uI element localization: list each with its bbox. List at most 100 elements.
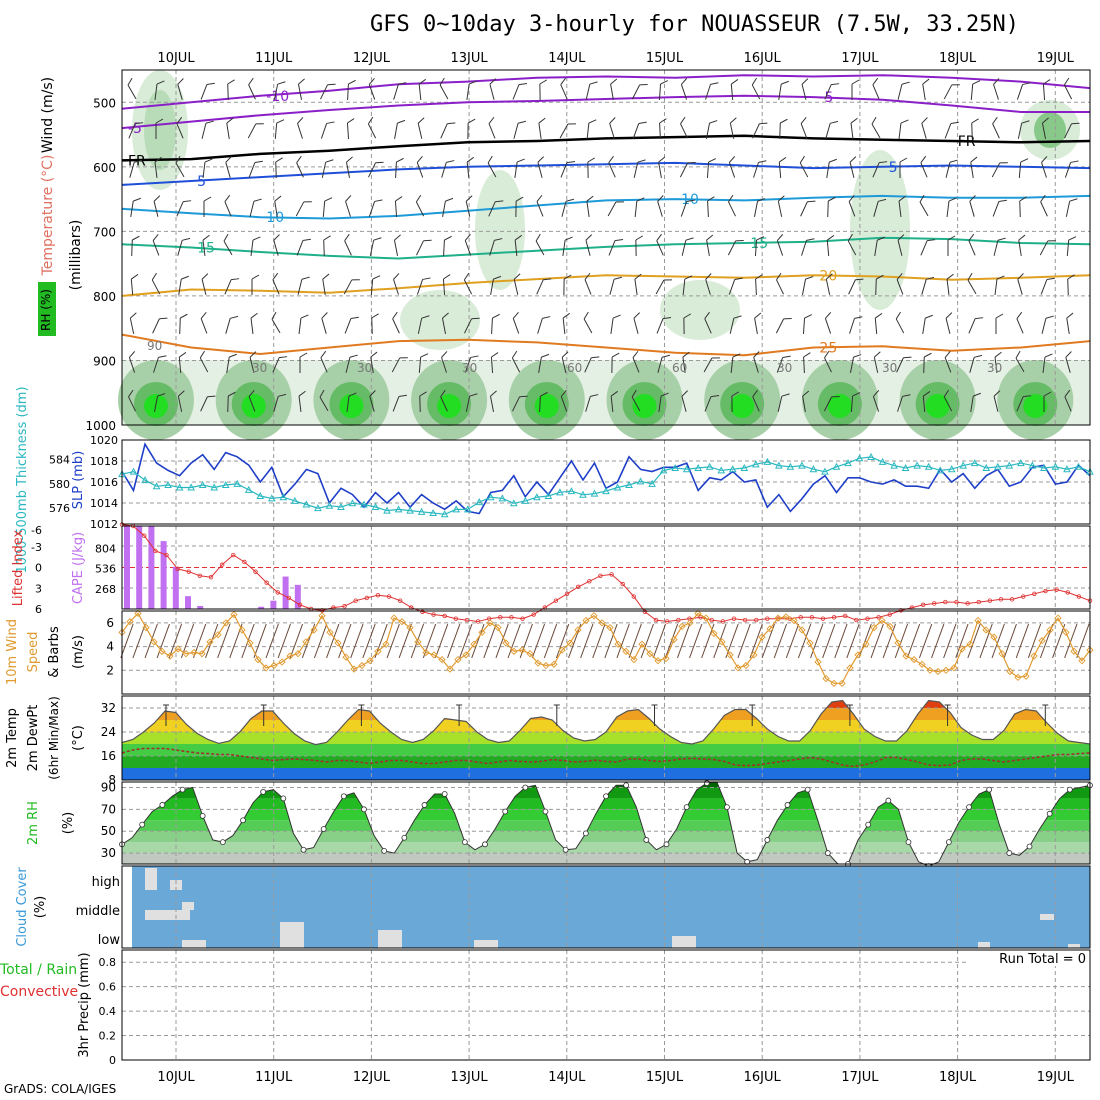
cloud-bar — [474, 940, 498, 948]
wind-speed-point — [350, 665, 358, 673]
wind-speed-point — [606, 623, 614, 632]
cloud-cover-panel: high middle low Cloud Cover (%) — [15, 866, 1090, 948]
wind-barb — [752, 122, 768, 139]
thickness-tick-label: 584 — [49, 453, 70, 466]
date-label-bottom: 14JUL — [548, 1070, 586, 1085]
wind-speed-point — [958, 645, 966, 653]
run-total-label: Run Total = 0 — [999, 952, 1086, 967]
wind-barb — [680, 78, 688, 100]
wind-speed-point — [782, 613, 790, 621]
rh-point — [703, 780, 710, 786]
wind-speed-point — [1006, 667, 1014, 676]
li-point — [275, 590, 280, 595]
thickness-point — [924, 462, 933, 470]
wind-barb — [562, 312, 570, 335]
wind-barb — [705, 82, 719, 100]
cloud-bar — [145, 910, 190, 920]
wind-speed-point — [814, 658, 822, 666]
wind-barb — [442, 274, 451, 296]
rh-point — [986, 786, 993, 793]
wind-barb — [345, 354, 358, 373]
cape-tick-label: 804 — [95, 542, 116, 555]
temp-tick-label: 8 — [108, 773, 116, 787]
wind-barb — [610, 314, 621, 334]
wind10m-barb — [168, 623, 183, 659]
wind-speed-point — [206, 638, 214, 646]
li-point — [1009, 597, 1015, 602]
wind-speed-point — [310, 626, 318, 634]
wind-barb — [224, 194, 232, 217]
wind-barb — [656, 317, 672, 334]
wind-barb — [969, 354, 983, 373]
ylabel-wind10m: Speed — [26, 632, 41, 673]
cape-bar — [160, 541, 167, 609]
wind-barb — [296, 155, 304, 178]
wind-speed-point — [438, 655, 446, 664]
temp-tick-label: 16 — [101, 749, 116, 763]
wind10m-barb — [338, 623, 352, 659]
rh-shading — [850, 150, 910, 310]
thickness-point — [936, 466, 945, 474]
wind-barb — [178, 352, 187, 374]
wind-barb — [1015, 350, 1025, 373]
li-point — [598, 573, 603, 578]
wind-barb — [153, 355, 167, 373]
wind-barb — [320, 350, 328, 373]
wind10m-barb — [519, 623, 533, 659]
wind-barb — [994, 351, 1002, 374]
wind-speed-point — [294, 650, 302, 658]
thickness-point — [671, 463, 679, 471]
date-label-bottom: 18JUL — [939, 1070, 977, 1085]
wind-barb — [777, 393, 790, 412]
temp-band — [122, 744, 1090, 756]
wind-barb — [199, 350, 209, 373]
cloud-bar — [145, 868, 157, 890]
wind-speed-point — [486, 619, 494, 627]
li-point — [987, 598, 993, 603]
li-point — [754, 617, 759, 623]
li-line — [121, 524, 1091, 623]
rh-shading — [1023, 394, 1048, 418]
wind10m-barb — [664, 623, 679, 659]
wind-barb — [1064, 160, 1079, 178]
wind-barb — [823, 395, 840, 412]
thickness-point — [717, 466, 726, 474]
wind-barb — [321, 312, 328, 334]
wind10m-barb — [689, 623, 703, 659]
wind-barb — [273, 81, 286, 100]
wind-barb — [655, 279, 672, 295]
wind-barb — [656, 233, 664, 256]
wind-speed-point — [582, 616, 590, 625]
wind-speed-point — [598, 619, 606, 627]
wind-barb — [561, 198, 574, 217]
wind-barb — [705, 273, 712, 295]
ylabel-wind10m: (m/s) — [71, 635, 86, 669]
rh-shading — [400, 290, 480, 350]
wind10m-barb — [1003, 623, 1017, 659]
wind-barb — [947, 235, 956, 256]
wind-speed-point — [622, 647, 630, 655]
thickness-point — [417, 507, 426, 515]
wind-barb — [392, 394, 407, 412]
wind-barb — [226, 353, 237, 373]
cloud-bar — [170, 880, 182, 890]
wind-barb — [128, 122, 144, 139]
wind-barb — [1064, 389, 1072, 412]
wind-barb — [946, 197, 957, 218]
panel-frame — [121, 610, 1091, 695]
thickness-point — [348, 499, 357, 507]
wind-barb — [899, 157, 908, 178]
rh-contour-label: 30 — [357, 361, 372, 375]
rh-point — [441, 791, 448, 797]
rh-point — [1066, 786, 1073, 793]
wind-barb — [417, 117, 425, 139]
li-point — [720, 619, 726, 624]
wind-barb — [177, 390, 185, 412]
ylabel-cloud: Cloud Cover — [15, 867, 30, 947]
wind-speed-point — [398, 618, 406, 626]
wind-barb — [730, 79, 739, 101]
wind-barb — [368, 161, 384, 178]
cape-bar — [148, 526, 155, 609]
isotherm-line — [121, 236, 1091, 260]
wind-barb — [176, 116, 184, 139]
